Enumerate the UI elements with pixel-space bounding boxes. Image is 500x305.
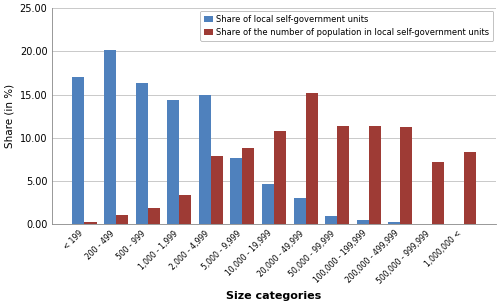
Bar	[211, 156, 223, 224]
Y-axis label: Share (in %): Share (in %)	[4, 84, 14, 148]
Bar	[116, 215, 128, 224]
Bar	[306, 93, 318, 224]
Bar	[84, 222, 96, 224]
Bar	[148, 208, 160, 224]
Bar	[199, 95, 211, 224]
Bar	[262, 184, 274, 224]
Bar	[104, 50, 116, 224]
Bar	[242, 148, 254, 224]
Bar	[357, 220, 369, 224]
Bar	[230, 158, 242, 224]
Bar	[274, 131, 286, 224]
Bar	[326, 216, 338, 224]
Bar	[136, 83, 147, 224]
Bar	[400, 127, 412, 224]
Bar	[388, 222, 400, 224]
Bar	[294, 198, 306, 224]
Legend: Share of local self-government units, Share of the number of population in local: Share of local self-government units, Sh…	[200, 11, 494, 41]
Bar	[180, 195, 192, 224]
Bar	[338, 126, 349, 224]
X-axis label: Size categories: Size categories	[226, 291, 322, 301]
Bar	[464, 152, 475, 224]
Bar	[72, 77, 85, 224]
Bar	[168, 100, 179, 224]
Bar	[369, 126, 381, 224]
Bar	[432, 162, 444, 224]
